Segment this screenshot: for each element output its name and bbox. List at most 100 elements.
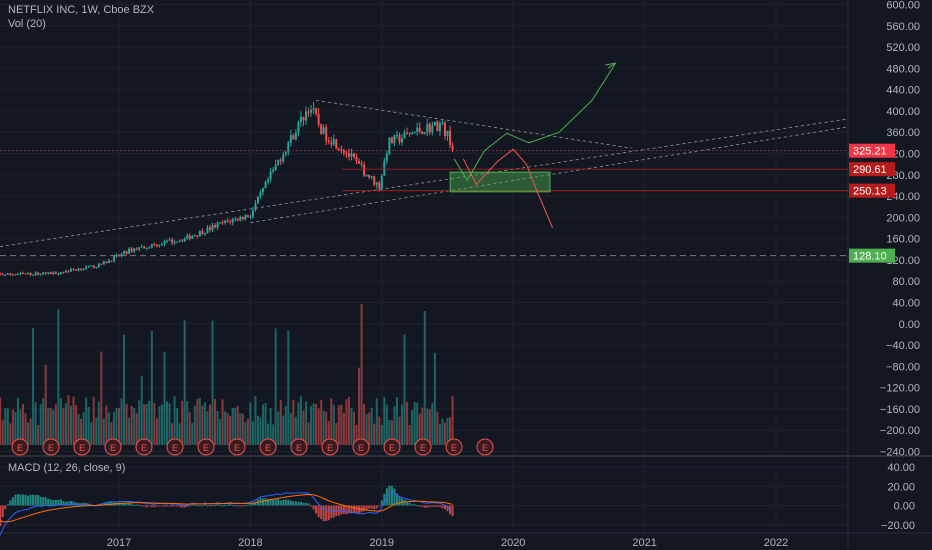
- candle-body[interactable]: [234, 218, 237, 220]
- candle-body[interactable]: [110, 260, 113, 262]
- candle-body[interactable]: [198, 231, 201, 236]
- candle-body[interactable]: [436, 121, 439, 132]
- candle-body[interactable]: [166, 240, 169, 242]
- candle-body[interactable]: [64, 270, 67, 273]
- candle-body[interactable]: [272, 169, 275, 172]
- candle-body[interactable]: [178, 240, 181, 242]
- candle-body[interactable]: [249, 216, 252, 218]
- candle-body[interactable]: [95, 267, 98, 269]
- candle-body[interactable]: [294, 132, 297, 140]
- candle-body[interactable]: [408, 132, 411, 134]
- candle-body[interactable]: [274, 164, 277, 170]
- candle-body[interactable]: [67, 270, 70, 272]
- candle-body[interactable]: [322, 127, 325, 134]
- candle-body[interactable]: [411, 133, 414, 135]
- candle-body[interactable]: [128, 248, 131, 254]
- candle-body[interactable]: [14, 274, 17, 276]
- candle-body[interactable]: [120, 253, 123, 257]
- candle-body[interactable]: [350, 153, 353, 157]
- candle-body[interactable]: [330, 141, 333, 145]
- candle-body[interactable]: [100, 263, 103, 265]
- candle-body[interactable]: [395, 134, 398, 136]
- candle-body[interactable]: [246, 215, 249, 217]
- candle-body[interactable]: [353, 153, 356, 157]
- candle-body[interactable]: [375, 182, 378, 185]
- price-tag[interactable]: [849, 248, 895, 263]
- bearish-projection-path[interactable]: [462, 148, 554, 229]
- candle-body[interactable]: [259, 192, 262, 197]
- candle-body[interactable]: [365, 174, 368, 176]
- candle-body[interactable]: [186, 235, 189, 239]
- candle-body[interactable]: [393, 135, 396, 144]
- candle-body[interactable]: [112, 256, 115, 262]
- candle-body[interactable]: [236, 218, 239, 221]
- candle-body[interactable]: [446, 130, 449, 136]
- candle-body[interactable]: [360, 163, 363, 165]
- candle-body[interactable]: [90, 265, 93, 267]
- candle-body[interactable]: [87, 265, 90, 267]
- candle-body[interactable]: [171, 239, 174, 244]
- candle-body[interactable]: [11, 274, 14, 276]
- earnings-marker[interactable]: [383, 438, 401, 456]
- candle-body[interactable]: [77, 268, 80, 271]
- candle-body[interactable]: [130, 248, 133, 252]
- candle-body[interactable]: [332, 139, 335, 145]
- candle-body[interactable]: [310, 109, 313, 113]
- candle-body[interactable]: [413, 131, 416, 134]
- candle-body[interactable]: [135, 248, 138, 250]
- candle-body[interactable]: [406, 132, 409, 134]
- candle-body[interactable]: [196, 235, 199, 237]
- candle-body[interactable]: [416, 127, 419, 132]
- candle-body[interactable]: [85, 266, 88, 269]
- candle-body[interactable]: [403, 132, 406, 139]
- candle-body[interactable]: [203, 233, 206, 235]
- candle-body[interactable]: [428, 124, 431, 133]
- candle-body[interactable]: [72, 268, 75, 270]
- candle-body[interactable]: [123, 251, 126, 254]
- candle-body[interactable]: [355, 156, 358, 162]
- candle-body[interactable]: [42, 272, 45, 275]
- candle-body[interactable]: [287, 142, 290, 153]
- candle-body[interactable]: [105, 261, 108, 264]
- candle-body[interactable]: [241, 216, 244, 220]
- candle-body[interactable]: [299, 116, 302, 123]
- candle-body[interactable]: [150, 244, 153, 248]
- earnings-marker[interactable]: [197, 438, 215, 456]
- candle-body[interactable]: [398, 134, 401, 143]
- candle-body[interactable]: [193, 235, 196, 237]
- candle-body[interactable]: [4, 274, 7, 276]
- candle-body[interactable]: [39, 274, 42, 276]
- candle-body[interactable]: [254, 203, 257, 210]
- candle-body[interactable]: [297, 122, 300, 133]
- candle-body[interactable]: [21, 272, 24, 274]
- candle-body[interactable]: [320, 124, 323, 134]
- candle-body[interactable]: [441, 122, 444, 124]
- candle-body[interactable]: [148, 247, 151, 249]
- candle-body[interactable]: [251, 209, 254, 217]
- candle-body[interactable]: [431, 125, 434, 133]
- candle-body[interactable]: [358, 161, 361, 164]
- candle-body[interactable]: [244, 215, 247, 220]
- candle-body[interactable]: [107, 260, 110, 264]
- upper-support-trendline[interactable]: [0, 118, 849, 248]
- descending-trendline[interactable]: [316, 99, 632, 149]
- price-tag[interactable]: [849, 183, 895, 198]
- earnings-marker[interactable]: [166, 438, 184, 456]
- candle-body[interactable]: [340, 149, 343, 151]
- candle-body[interactable]: [269, 171, 272, 180]
- candle-body[interactable]: [29, 272, 32, 275]
- candle-body[interactable]: [92, 265, 95, 268]
- candle-body[interactable]: [138, 247, 141, 250]
- price-tag[interactable]: [849, 143, 895, 158]
- candle-body[interactable]: [279, 160, 282, 162]
- volume-legend[interactable]: Vol (20): [8, 18, 46, 30]
- candle-body[interactable]: [115, 255, 118, 257]
- candle-body[interactable]: [327, 140, 330, 142]
- candle-body[interactable]: [378, 182, 381, 189]
- candle-body[interactable]: [183, 238, 186, 242]
- candle-body[interactable]: [163, 241, 166, 245]
- earnings-marker[interactable]: [414, 438, 432, 456]
- earnings-marker[interactable]: [445, 438, 463, 456]
- candle-body[interactable]: [426, 124, 429, 133]
- candle-body[interactable]: [345, 153, 348, 155]
